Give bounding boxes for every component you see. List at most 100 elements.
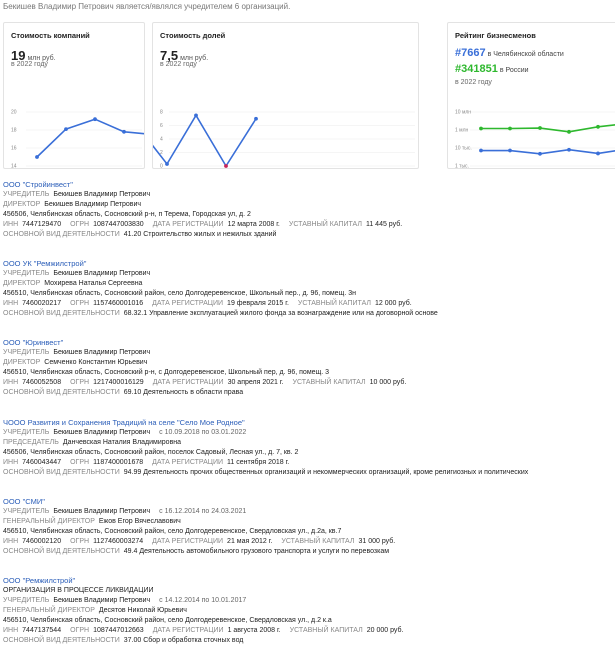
org-detail-row: ОСНОВНОЙ ВИД ДЕЯТЕЛЬНОСТИ 37.00 Сбор и об… [3,636,403,646]
org-name-link[interactable]: ООО "Юринвест" [3,338,64,347]
org-detail-row: ИНН 7447129470 ОГРН 1087447003830 ДАТА РЕГИС… [3,220,402,230]
field-label: ДАТА РЕГИСТРАЦИИ [152,221,224,229]
org-detail-row: ИНН 7447137544 ОГРН 1087447012663 ДАТА РЕГИС… [3,626,403,636]
field-value: 11 сентября 2018 г. [227,459,290,467]
data-point [479,148,483,153]
field-value: 456510, Челябинская область, Сосновский … [3,369,330,377]
field-value: Ежов Егор Вячеславович [98,518,181,526]
field-label: ДАТА РЕГИСТРАЦИИ [152,538,224,546]
card-rating[interactable]: Рейтинг бизнесменов #7667 в Челябинской о… [447,22,615,169]
field-value: 1127460003274 [93,538,144,546]
card-shares-value[interactable]: Стоимость долей 7,5 млн руб. в 2022 году … [152,22,419,169]
field-value: Бекишев Владимир Петрович [53,597,151,605]
field-label: УСТАВНЫЙ КАПИТАЛ [281,538,355,546]
field-value: Мохирева Наталья Сергеевна [44,280,143,288]
data-point [508,126,512,131]
data-point [567,147,571,152]
field-value: 456510, Челябинская область, Сосновский … [3,617,332,625]
data-point [224,164,228,168]
y-tick-label: 20 [11,110,17,116]
org-detail-row: ДИРЕКТОР Мохирева Наталья Сергеевна [3,279,438,289]
data-point [596,124,600,129]
field-value: Бекишев Владимир Петрович [44,201,142,209]
field-label: ИНН [3,538,19,546]
org-detail-row: 456506, Челябинская область, Сосновский … [3,210,402,220]
data-point [165,162,169,166]
field-value: Данчевская Наталия Владимировна [62,439,182,447]
rank-russia: #341851 в России [455,63,529,75]
org-detail-row: ОСНОВНОЙ ВИД ДЕЯТЕЛЬНОСТИ 49.4 Деятельнос… [3,547,395,557]
field-label: ДИРЕКТОР [3,201,41,209]
y-tick-label: 1 тыс. [455,164,469,169]
field-value: 456506, Челябинская область, Сосновский … [3,211,251,219]
field-label: УЧРЕДИТЕЛЬ [3,270,50,277]
org-name-link[interactable]: ЧООО Развития и Сохранения Традиций на с… [3,418,245,427]
org-detail-row: УЧРЕДИТЕЛЬ Бекишев Владимир Петрович [3,190,402,200]
org-detail-row: ИНН 7460002120 ОГРН 1127460003274 ДАТА РЕГИС… [3,537,395,547]
field-value: Бекишев Владимир Петрович [53,349,151,356]
field-label: ГЕНЕРАЛЬНЫЙ ДИРЕКТОР [3,607,95,615]
field-value: 12 марта 2008 г. [227,221,280,229]
org-detail-row: УЧРЕДИТЕЛЬ Бекишев Владимир Петрович [3,269,438,279]
org-detail-row: ОСНОВНОЙ ВИД ДЕЯТЕЛЬНОСТИ 94.99 Деятельно… [3,468,528,478]
card-title: Стоимость долей [160,31,226,40]
field-value: 7460002120 [22,538,62,546]
org-detail-row: ДИРЕКТОР Семченко Константин Юрьевич [3,358,406,368]
org-detail-row: ГЕНЕРАЛЬНЫЙ ДИРЕКТОР Ежов Егор Вячеславов… [3,517,395,527]
field-value: 19 февраля 2015 г. [227,300,289,308]
intro-text: Бекишев Владимир Петрович является/являл… [3,2,291,11]
org-item: ЧООО Развития и Сохранения Традиций на с… [3,417,528,478]
org-detail-row: ОСНОВНОЙ ВИД ДЕЯТЕЛЬНОСТИ 69.10 Деятельно… [3,388,406,398]
field-label: ИНН [3,459,19,467]
series-line [481,124,615,133]
org-status: ОРГАНИЗАЦИЯ В ПРОЦЕССЕ ЛИКВИДАЦИИ [3,587,154,594]
data-point [538,151,542,156]
shares-value-chart: 02468201720182019202020212022 [153,110,415,169]
org-name-link[interactable]: ООО "СМИ" [3,497,45,506]
y-tick-label: 2 [160,150,163,156]
field-value: 68.32.1 Управление эксплуатацией жилого … [123,310,438,318]
y-tick-label: 4 [160,137,163,143]
org-detail-row: УЧРЕДИТЕЛЬ Бекишев Владимир Петрович с 10.… [3,428,528,438]
company-value: 19 млн руб. [11,48,56,63]
y-tick-label: 16 [11,146,17,152]
card-title: Стоимость компаний [11,31,90,40]
org-detail-row: 456506, Челябинская область, Сосновский … [3,448,528,458]
field-label: ОГРН [70,379,90,387]
field-value: 7447137544 [22,627,62,635]
field-label: ДАТА РЕГИСТРАЦИИ [152,379,224,387]
field-label: ОГРН [70,627,90,635]
field-value: 20 000 руб. [366,627,404,635]
field-value: 30 апреля 2021 г. [227,379,284,387]
data-point [479,126,483,131]
field-value: 49.4 Деятельность автомобильного грузово… [123,548,390,556]
field-label: ПРЕДСЕДАТЕЛЬ [3,439,59,447]
field-label: УЧРЕДИТЕЛЬ [3,191,50,198]
org-detail-row: ИНН 7460052508 ОГРН 1217400016129 ДАТА РЕГИС… [3,378,406,388]
org-detail-row: УЧРЕДИТЕЛЬ Бекишев Владимир Петрович с 14.… [3,596,403,606]
y-tick-label: 6 [160,123,163,129]
series-line [36,118,144,158]
org-name-link[interactable]: ООО "Стройинвест" [3,180,73,189]
field-value: 456506, Челябинская область, Сосновский … [3,449,299,457]
org-detail-row: ИНН 7460043447 ОГРН 1187400001678 ДАТА РЕГИС… [3,458,528,468]
field-value: 7460043447 [22,459,62,467]
data-point [194,113,198,118]
field-value: 31 000 руб. [358,538,396,546]
field-value: 1157460001016 [93,300,144,308]
org-detail-row: ОСНОВНОЙ ВИД ДЕЯТЕЛЬНОСТИ 41.20 Строитель… [3,230,402,240]
data-point [64,127,68,131]
org-name-link[interactable]: ООО "Ремжилстрой" [3,576,76,585]
card-company-value[interactable]: Стоимость компаний 19 млн руб. в 2022 год… [3,22,145,169]
org-name-link[interactable]: ООО УК "Ремжилстрой" [3,259,87,268]
field-label: ОСНОВНОЙ ВИД ДЕЯТЕЛЬНОСТИ [3,310,120,318]
field-value: 7447129470 [22,221,62,229]
field-value: 41.20 Строительство жилых и нежилых здан… [123,231,277,239]
field-label: УСТАВНЫЙ КАПИТАЛ [289,627,363,635]
field-value: Бекишев Владимир Петрович [53,270,151,277]
field-label: ОГРН [70,538,90,546]
y-tick-label: 0 [160,164,163,169]
data-point [93,117,97,122]
company-value-chart: 14161820201720182019202020212022 [11,110,144,168]
